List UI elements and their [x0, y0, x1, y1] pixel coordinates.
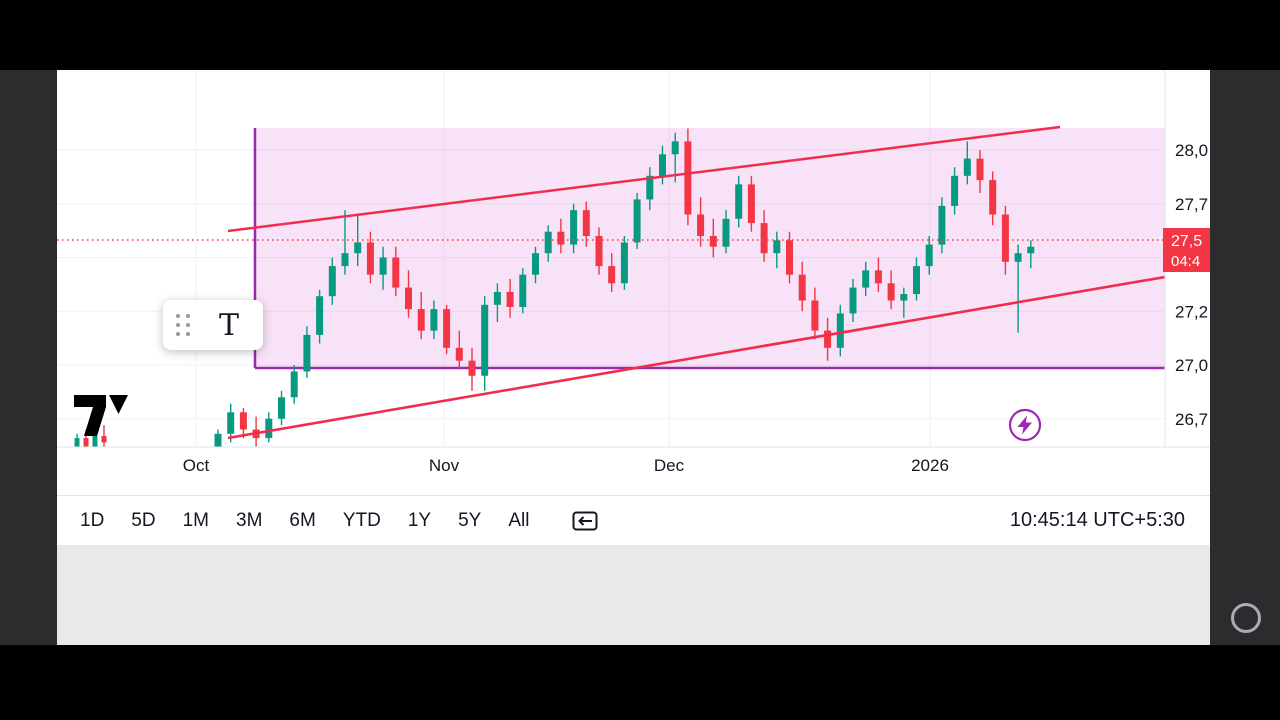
letterbox-bottom [0, 645, 1280, 720]
price-chart[interactable]: 28,0 27,7 27,2 27,0 26,7 Oct Nov Dec 2026 27,5 04:… [57, 70, 1210, 495]
price-label: 27,7 [1175, 195, 1208, 214]
svg-text:04:4: 04:4 [1171, 253, 1200, 270]
chart-region: 28,0 27,7 27,2 27,0 26,7 Oct Nov Dec 2026 27,5 04:… [57, 70, 1210, 495]
range-button-ytd[interactable]: YTD [342, 509, 381, 531]
time-label: Oct [183, 456, 210, 475]
range-button-all[interactable]: All [508, 509, 530, 531]
below-chart-area [57, 545, 1210, 645]
letterbox-top [0, 0, 1280, 70]
time-label: Nov [429, 456, 460, 475]
drag-handle-icon[interactable] [163, 314, 203, 336]
time-label: 2026 [911, 456, 949, 475]
range-button-1m[interactable]: 1M [182, 509, 209, 531]
range-button-5y[interactable]: 5Y [458, 509, 482, 531]
price-label: 27,2 [1175, 302, 1208, 321]
price-scale[interactable]: 28,0 27,7 27,2 27,0 26,7 [1175, 141, 1208, 429]
price-label: 27,0 [1175, 356, 1208, 375]
loading-spinner [1231, 603, 1261, 633]
goto-date-button[interactable] [570, 506, 600, 536]
clock-timezone-button[interactable]: 10:45:14 UTC+5:30 [1009, 509, 1185, 531]
range-button-6m[interactable]: 6M [289, 509, 316, 531]
range-buttons: 1D 5D 1M 3M 6M YTD 1Y 5Y All [80, 496, 556, 546]
current-price-tag: 27,5 04:4 [1163, 228, 1210, 272]
channel-rectangle[interactable] [253, 128, 1165, 370]
range-button-3m[interactable]: 3M [236, 509, 263, 531]
price-label: 28,0 [1175, 141, 1208, 160]
price-label: 26,7 [1175, 410, 1208, 429]
side-strip-left [0, 70, 57, 645]
svg-text:27,5: 27,5 [1171, 233, 1202, 250]
goto-date-icon [572, 511, 598, 530]
range-button-1y[interactable]: 1Y [407, 509, 432, 531]
tradingview-logo[interactable] [72, 392, 130, 450]
trading-app-panel: 28,0 27,7 27,2 27,0 26,7 Oct Nov Dec 2026 27,5 04:… [57, 70, 1210, 645]
range-button-5d[interactable]: 5D [131, 509, 156, 531]
drawing-toolbar-pill: T [163, 300, 263, 350]
lightning-icon [1017, 415, 1032, 435]
time-scale[interactable]: Oct Nov Dec 2026 [183, 456, 949, 475]
time-label: Dec [654, 456, 685, 475]
bottom-toolbar: 1D 5D 1M 3M 6M YTD 1Y 5Y All 10:45:14 UTC+5:30 [57, 495, 1210, 545]
trendlines[interactable] [227, 125, 1165, 440]
range-button-1d[interactable]: 1D [80, 509, 105, 531]
text-tool-button[interactable]: T [218, 307, 239, 343]
side-strip-right [1210, 70, 1280, 645]
boost-button[interactable] [1008, 408, 1042, 442]
